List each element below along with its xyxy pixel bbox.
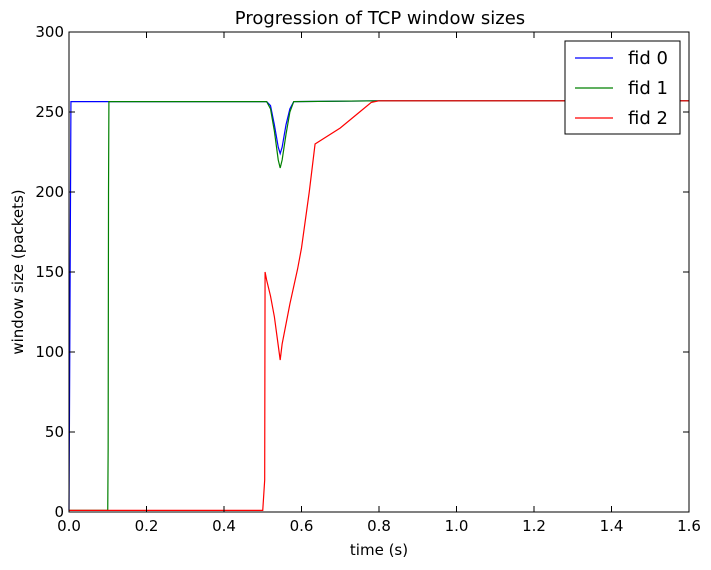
plot-lines (68, 100, 689, 511)
x-axis-label: time (s) (350, 541, 408, 559)
x-tick-label: 0.0 (57, 517, 81, 535)
chart-title: Progression of TCP window sizes (235, 8, 525, 29)
legend-label: fid 0 (628, 48, 668, 69)
y-tick-label: 150 (35, 263, 64, 281)
x-tick-label: 0.2 (135, 517, 159, 535)
y-tick-label: 100 (35, 343, 64, 361)
y-tick-label: 200 (35, 183, 64, 201)
series-line-fid-0 (68, 100, 689, 511)
x-tick-label: 1.2 (522, 517, 546, 535)
legend-label: fid 2 (628, 108, 668, 129)
legend: fid 0 fid 1 fid 2 (564, 40, 681, 135)
y-tick-label: 50 (45, 423, 64, 441)
y-axis-label: window size (packets) (9, 189, 27, 354)
x-tick-label: 0.6 (290, 517, 314, 535)
y-tick-label: 250 (35, 103, 64, 121)
series-line-fid-1 (69, 100, 689, 511)
x-tick-label: 1.4 (600, 517, 624, 535)
y-tick-label: 0 (54, 503, 64, 521)
x-tick-label: 1.6 (677, 517, 701, 535)
y-tick-label: 300 (35, 23, 64, 41)
x-tick-label: 1.0 (445, 517, 469, 535)
x-tick-label: 0.8 (367, 517, 391, 535)
series-line-fid-2 (69, 100, 689, 511)
x-tick-label: 0.4 (212, 517, 236, 535)
legend-label: fid 1 (628, 78, 668, 99)
axis-ticks: 0.0 0.2 0.4 0.6 0.8 1.0 1.2 1.4 1.6 0 50 100 150 200 2… (35, 23, 701, 535)
